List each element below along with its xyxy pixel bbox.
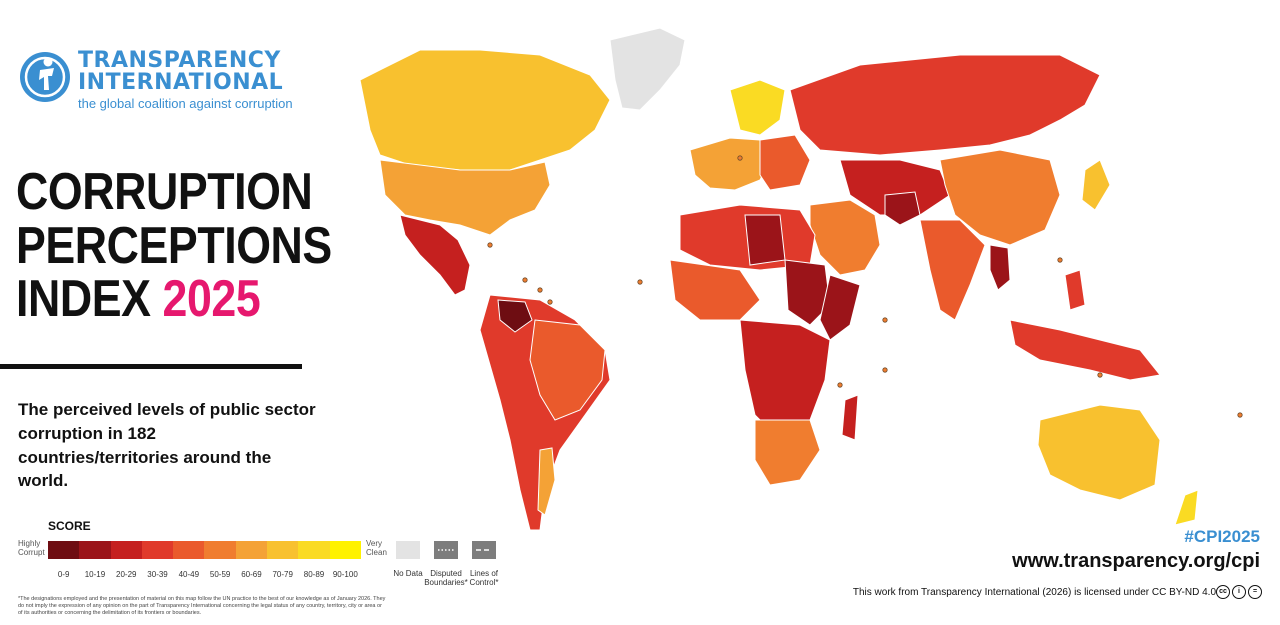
score-label-30-39: 30-39 <box>147 570 168 579</box>
ti-logo: TRANSPARENCY INTERNATIONAL the global co… <box>18 50 293 110</box>
disputed-label-1: Disputed <box>430 569 462 578</box>
legend-low-label-1: Highly <box>18 539 41 548</box>
hashtag: #CPI2025 <box>1184 527 1260 546</box>
nd-icon: = <box>1248 585 1262 599</box>
person-globe-icon <box>20 52 70 102</box>
region-madagascar <box>841 394 859 441</box>
score-label-70-79: 70-79 <box>272 570 293 579</box>
legend-low-label: Highly Corrupt <box>18 539 45 558</box>
region-middle-east <box>809 199 881 276</box>
logo-tagline: the global coalition against corruption <box>78 96 293 111</box>
score-swatch-90-100 <box>329 541 361 559</box>
region-eastern-europe <box>759 134 811 191</box>
score-swatch-20-29 <box>110 541 142 559</box>
legend-high-label-2: Clean <box>366 547 387 557</box>
region-indonesia <box>1009 319 1161 381</box>
region-chile-uruguay <box>537 447 556 516</box>
score-label-50-59: 50-59 <box>209 570 231 579</box>
title-divider <box>0 364 302 369</box>
region-russia <box>789 54 1101 156</box>
region-mexico <box>399 214 471 296</box>
region-venezuela <box>497 299 533 333</box>
logo-wordmark-line1: TRANSPARENCY <box>78 48 281 73</box>
score-swatch-80-89 <box>298 541 330 559</box>
no-data-label: No Data <box>393 569 423 578</box>
subtitle: The perceived levels of public sector co… <box>18 400 316 491</box>
region-usa <box>379 159 551 236</box>
legend-title: SCORE <box>48 519 91 533</box>
region-japan <box>1081 159 1111 211</box>
dashed-line-icon <box>476 549 492 551</box>
footnote: *The designations employed and the prese… <box>18 596 386 616</box>
score-swatch-0-9 <box>48 541 80 559</box>
score-label-0-9: 0-9 <box>57 570 70 579</box>
score-swatch-40-49 <box>173 541 205 559</box>
region-afghanistan <box>884 191 921 226</box>
score-color-bar <box>48 541 361 559</box>
logo-wordmark-line2: INTERNATIONAL <box>78 70 284 95</box>
region-horn-africa <box>819 274 861 341</box>
disputed-boundaries-label: Disputed Boundaries* <box>416 569 476 588</box>
legend-low-label-2: Corrupt <box>18 547 45 557</box>
page-title: CORRUPTION PERCEPTIONS INDEX 2025 <box>16 163 383 329</box>
title-prefix: INDEX <box>16 270 163 329</box>
region-australia <box>1037 404 1161 501</box>
region-libya <box>744 214 786 266</box>
region-new-zealand <box>1174 489 1199 526</box>
title-line-1: CORRUPTION <box>16 163 313 221</box>
score-label-80-89: 80-89 <box>303 570 325 579</box>
region-myanmar <box>989 244 1011 291</box>
score-label-60-69: 60-69 <box>241 570 262 579</box>
title-year: 2025 <box>162 270 261 329</box>
no-data-swatch <box>396 541 420 559</box>
legend-high-label-1: Very <box>366 539 383 548</box>
region-sudan <box>784 259 831 326</box>
world-map <box>359 27 1243 530</box>
score-bin-labels: 0-9 10-19 20-29 30-39 40-49 50-59 60-69 70-79 80… <box>48 570 361 579</box>
cc-icon: cc <box>1216 585 1230 599</box>
score-swatch-60-69 <box>235 541 268 559</box>
region-central-asia <box>839 159 951 216</box>
score-swatch-70-79 <box>267 541 299 559</box>
lines-label-2: Control* <box>469 577 499 587</box>
score-label-40-49: 40-49 <box>178 570 200 579</box>
region-india <box>919 219 986 321</box>
title-line-3: INDEX 2025 <box>16 270 332 329</box>
website-link[interactable]: www.transparency.org/cpi <box>1012 550 1260 572</box>
region-western-europe <box>689 137 771 191</box>
disputed-boundaries-swatch <box>434 541 458 559</box>
license-text: This work from Transparency Internationa… <box>852 587 1216 598</box>
score-swatch-30-39 <box>141 541 174 559</box>
region-philippines <box>1064 269 1086 311</box>
disputed-label-2: Boundaries* <box>424 577 468 587</box>
region-canada <box>359 49 611 171</box>
score-label-10-19: 10-19 <box>84 570 106 579</box>
region-greenland <box>609 27 686 111</box>
score-swatch-10-19 <box>79 541 111 559</box>
score-label-20-29: 20-29 <box>116 570 137 579</box>
region-china <box>939 149 1061 246</box>
region-southern-africa <box>754 419 821 486</box>
score-label-90-100: 90-100 <box>332 570 358 579</box>
cc-license-icons: cc i = <box>1216 585 1262 599</box>
title-line-2: PERCEPTIONS <box>16 216 332 275</box>
lines-of-control-swatch <box>472 541 496 559</box>
score-swatch-50-59 <box>204 541 236 559</box>
by-icon: i <box>1232 585 1246 599</box>
lines-of-control-label: Lines of Control* <box>454 569 514 588</box>
legend-high-label: Very Clean <box>366 539 387 558</box>
lines-label-1: Lines of <box>469 569 499 578</box>
region-brazil <box>529 319 606 421</box>
dotted-line-icon <box>438 549 454 551</box>
region-scandinavia <box>729 79 786 136</box>
island-markers <box>487 155 1243 418</box>
